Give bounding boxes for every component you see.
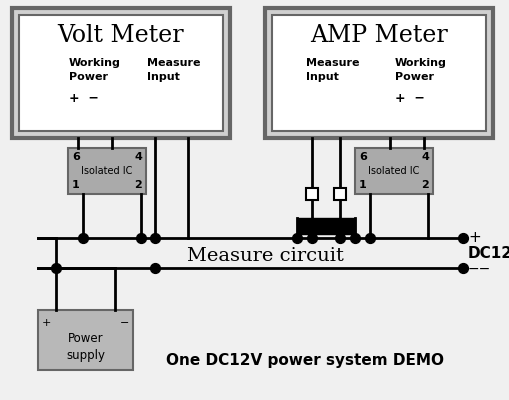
Bar [68,148,146,194]
Text: 1: 1 [358,180,366,190]
Point [458,235,466,241]
Text: Power
supply: Power supply [66,332,105,362]
Point [292,235,300,241]
Text: Volt Meter: Volt Meter [58,24,184,48]
Text: +: + [467,230,480,244]
Bar [12,8,230,138]
Text: Measure
Input: Measure Input [305,58,359,82]
Point [151,265,159,271]
Text: 6: 6 [358,152,366,162]
Bar [296,218,354,234]
Text: 2: 2 [420,180,428,190]
Text: 6: 6 [72,152,80,162]
Text: Isolated IC: Isolated IC [367,166,419,176]
Text: +: + [42,318,51,328]
Bar [38,310,133,370]
Point [79,235,87,241]
Text: +  −: + − [394,92,424,104]
Text: One DC12V power system DEMO: One DC12V power system DEMO [165,352,443,368]
Text: −−: −− [467,262,490,276]
Point [458,265,466,271]
Point [365,235,373,241]
Bar [19,15,222,131]
Text: −: − [120,318,129,328]
Point [335,235,344,241]
Bar [271,15,485,131]
Text: Measure circuit: Measure circuit [186,247,343,265]
Bar [305,188,318,200]
Point [52,265,60,271]
Bar [333,188,345,200]
Text: 1: 1 [72,180,79,190]
Text: Measure
Input: Measure Input [147,58,200,82]
Text: +  −: + − [69,92,98,104]
Text: 4: 4 [420,152,428,162]
Point [151,235,159,241]
Bar [265,8,492,138]
Text: Isolated IC: Isolated IC [81,166,132,176]
Point [350,235,358,241]
Bar [354,148,432,194]
Text: Working
Power: Working Power [69,58,120,82]
Point [136,235,145,241]
Text: AMP Meter: AMP Meter [309,24,447,48]
Text: 2: 2 [134,180,142,190]
Text: DC12V: DC12V [467,246,509,260]
Text: 4: 4 [134,152,142,162]
Text: Working
Power: Working Power [394,58,446,82]
Point [307,235,316,241]
